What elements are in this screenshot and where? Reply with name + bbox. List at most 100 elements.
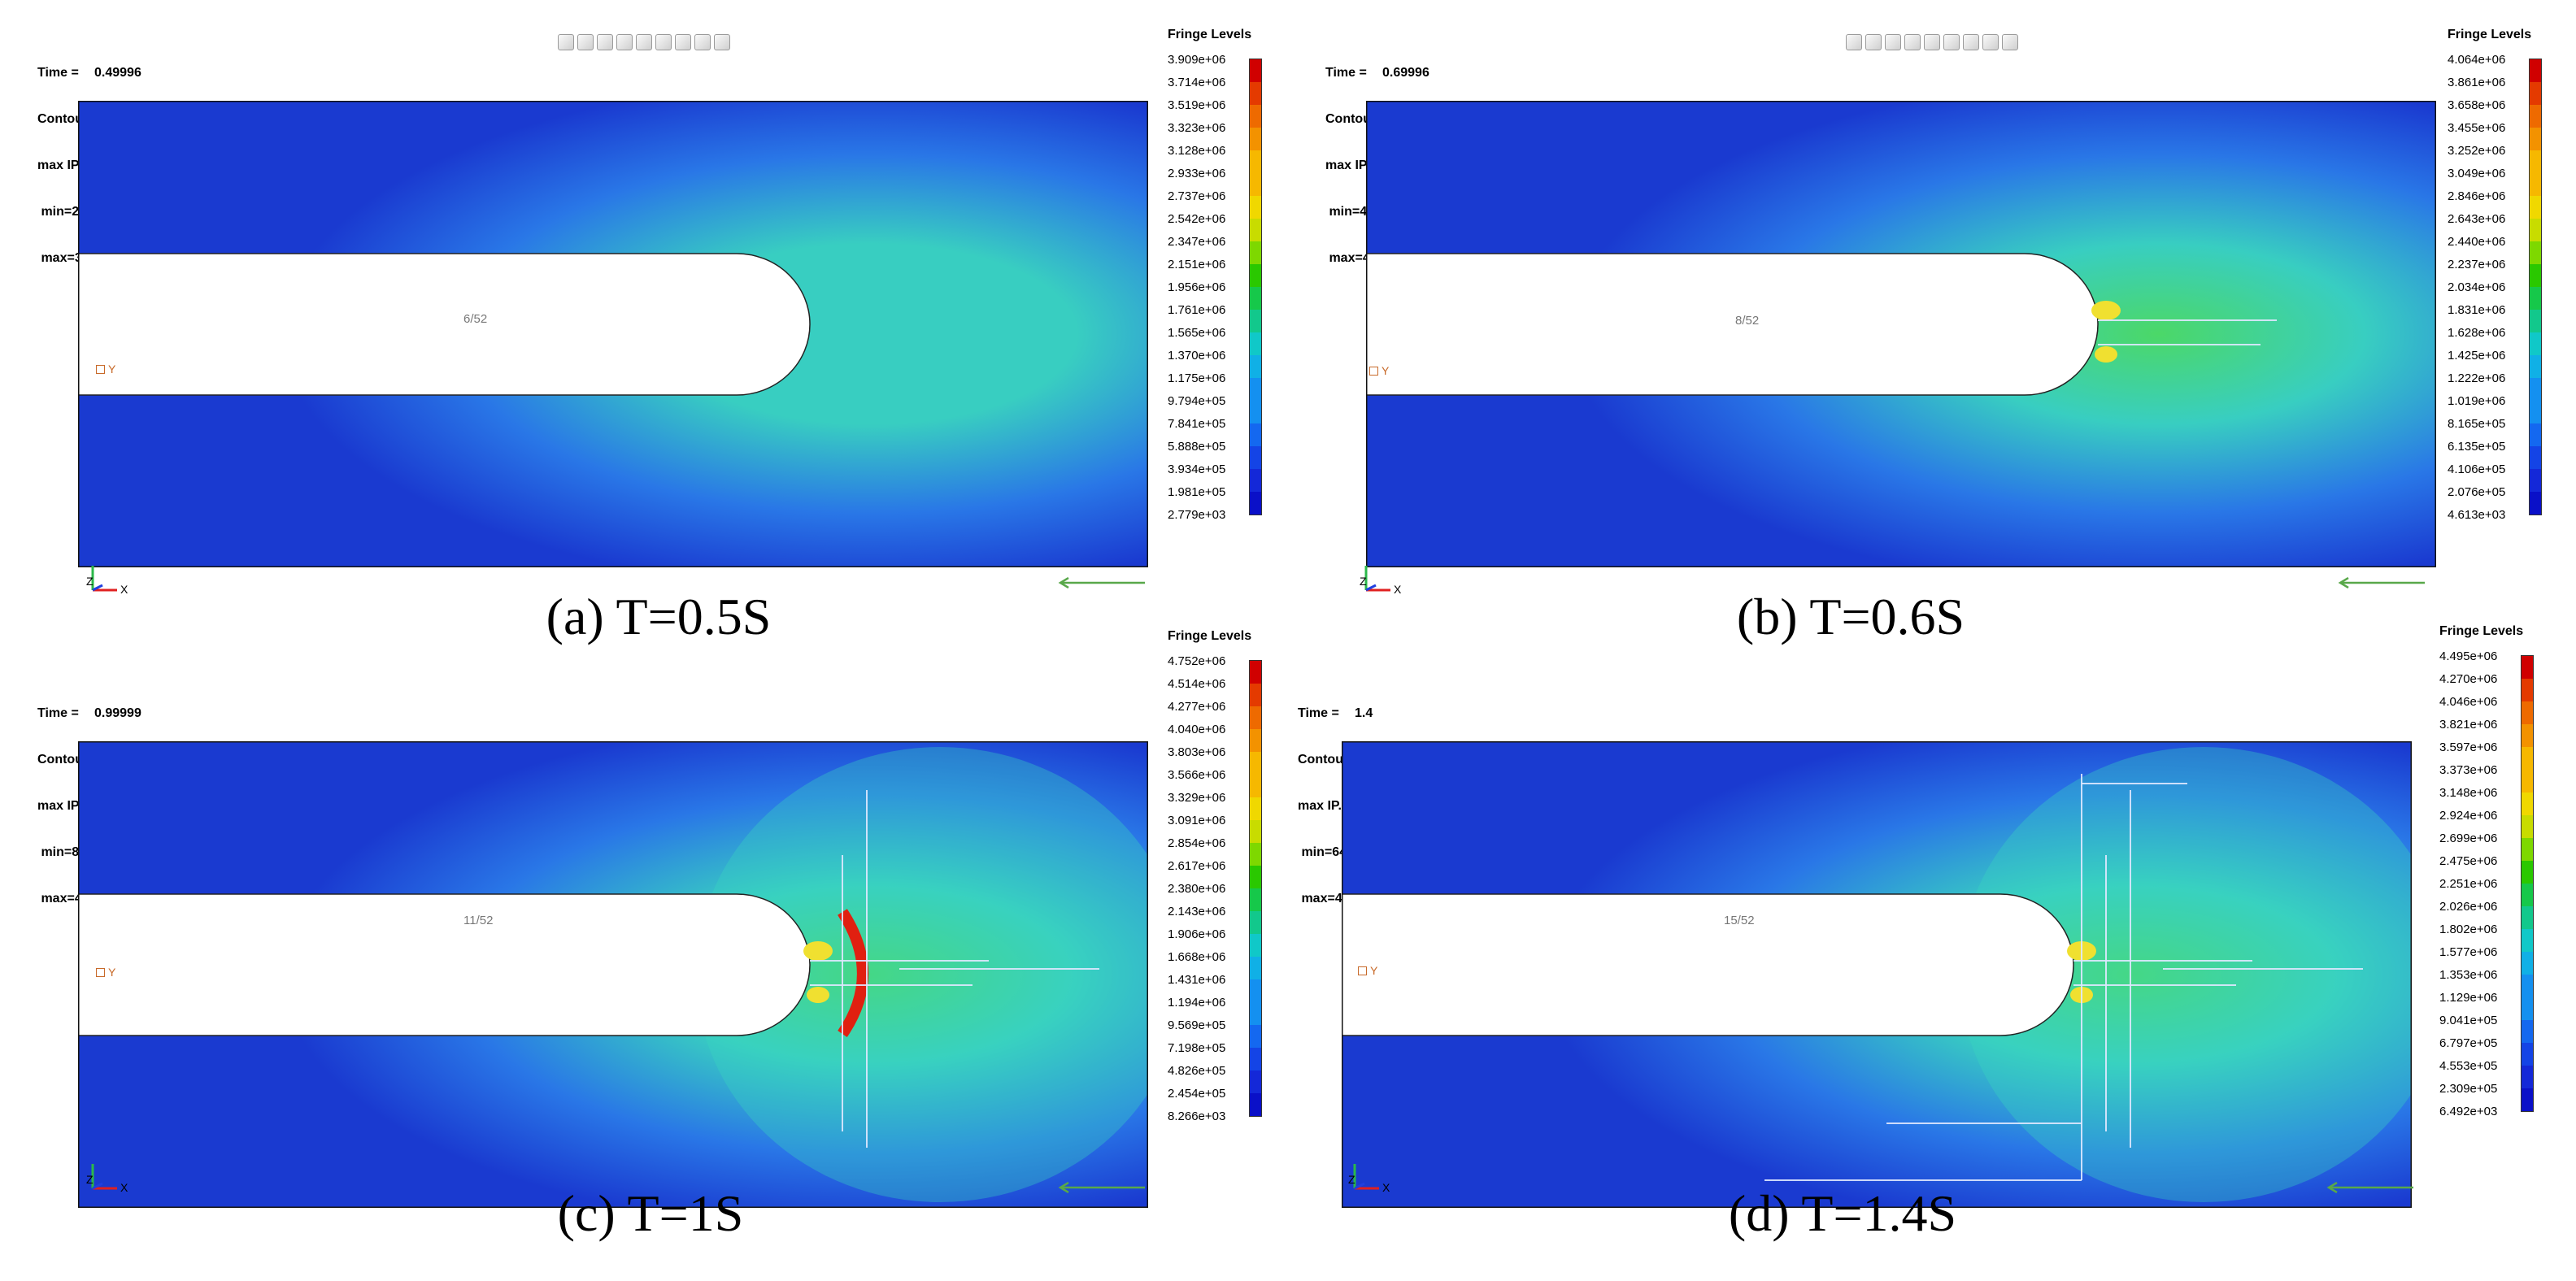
view-cube-icon[interactable]	[1846, 34, 1862, 50]
legend-color-segment	[1250, 105, 1261, 128]
view-cube-icon[interactable]	[597, 34, 613, 50]
legend-level: 2.454e+05	[1168, 1087, 1226, 1101]
legend-level: 3.323e+06	[1168, 121, 1226, 135]
legend-color-segment	[1250, 378, 1261, 401]
view-cube-icon[interactable]	[558, 34, 574, 50]
time-label: Time =	[1298, 706, 1339, 720]
view-cube-icon[interactable]	[655, 34, 672, 50]
view-cube-icon[interactable]	[1982, 34, 1999, 50]
legend-color-segment	[2530, 59, 2541, 82]
legend-title: Fringe Levels	[1168, 629, 1252, 643]
node-label: Y	[108, 363, 116, 376]
legend-color-segment	[2522, 952, 2533, 975]
frame-label: 11/52	[463, 914, 494, 927]
view-cube-icon[interactable]	[675, 34, 691, 50]
high-stress-spot	[803, 941, 833, 961]
node-square-icon	[96, 968, 105, 977]
view-cube-icon[interactable]	[2002, 34, 2018, 50]
peak-stress-arc	[838, 909, 868, 1037]
legend-colorbar	[2521, 655, 2534, 1112]
legend-color-segment	[1250, 1025, 1261, 1048]
legend-level: 5.888e+05	[1168, 440, 1226, 454]
legend-level: 1.565e+06	[1168, 326, 1226, 340]
legend-color-segment	[2530, 378, 2541, 401]
legend-level: 1.222e+06	[2448, 371, 2506, 385]
node-marker: Y	[1369, 364, 1389, 377]
view-cube-icon[interactable]	[1865, 34, 1882, 50]
legend-level: 2.440e+06	[2448, 235, 2506, 249]
legend-color-segment	[2522, 1088, 2533, 1111]
legend-level: 3.091e+06	[1168, 814, 1226, 827]
legend-color-segment	[2530, 173, 2541, 196]
axis-triad-icon: Z X	[86, 1164, 128, 1194]
legend-level: 2.779e+03	[1168, 508, 1226, 522]
stress-band	[1960, 747, 2412, 1202]
legend-color-segment	[2522, 929, 2533, 952]
legend-color-segment	[2530, 287, 2541, 310]
node-label: Y	[1370, 964, 1378, 977]
legend-color-segment	[1250, 888, 1261, 911]
legend-color-segment	[2522, 770, 2533, 792]
legend-color-segment	[1250, 423, 1261, 446]
view-cube-icon[interactable]	[694, 34, 711, 50]
legend-level: 2.237e+06	[2448, 258, 2506, 271]
node-marker: Y	[96, 966, 115, 979]
legend-color-segment	[2530, 219, 2541, 241]
node-marker: Y	[96, 363, 115, 376]
node-square-icon	[1358, 966, 1367, 975]
legend-level: 1.668e+06	[1168, 950, 1226, 964]
legend-level: 4.495e+06	[2439, 649, 2498, 663]
time-label: Time =	[37, 706, 79, 720]
view-cube-icon[interactable]	[1904, 34, 1921, 50]
axis-x-label: X	[1382, 1181, 1390, 1194]
legend-color-segment	[1250, 1093, 1261, 1116]
legend-color-segment	[1250, 911, 1261, 934]
view-cube-icon[interactable]	[636, 34, 652, 50]
legend-level: 1.802e+06	[2439, 923, 2498, 936]
legend-level: 9.569e+05	[1168, 1018, 1226, 1032]
view-cube-icon[interactable]	[1963, 34, 1979, 50]
legend-color-segment	[1250, 469, 1261, 492]
legend-color-segment	[2530, 423, 2541, 446]
legend-color-segment	[1250, 1070, 1261, 1093]
legend-color-segment	[2522, 997, 2533, 1020]
legend-color-segment	[2530, 310, 2541, 332]
legend-level: 1.370e+06	[1168, 349, 1226, 363]
panel-caption: (a) T=0.5S	[546, 588, 772, 645]
legend-color-segment	[2522, 884, 2533, 906]
legend-color-segment	[2522, 724, 2533, 747]
view-cube-icon[interactable]	[577, 34, 594, 50]
legend-level: 2.643e+06	[2448, 212, 2506, 226]
legend-level: 2.846e+06	[2448, 189, 2506, 203]
legend-level: 6.797e+05	[2439, 1036, 2498, 1050]
legend-color-segment	[1250, 684, 1261, 706]
panel-c: Time =0.99999 Contours of Effective Stre…	[0, 629, 1288, 1281]
legend-color-segment	[1250, 1048, 1261, 1070]
axis-triad-icon: Z X	[86, 566, 128, 596]
view-cube-icon[interactable]	[616, 34, 633, 50]
legend-level: 2.617e+06	[1168, 859, 1226, 873]
legend-color-segment	[2530, 196, 2541, 219]
legend-color-segment	[1250, 934, 1261, 957]
direction-arrow-icon	[1058, 1182, 1145, 1193]
legend-colorbar	[1249, 59, 1262, 515]
view-cube-icon[interactable]	[1885, 34, 1901, 50]
direction-arrow-icon	[2338, 577, 2425, 588]
legend-color-segment	[1250, 957, 1261, 979]
model-outline	[1366, 101, 2436, 567]
legend-color-segment	[2522, 679, 2533, 701]
legend-color-segment	[2522, 1043, 2533, 1066]
legend-level: 4.613e+03	[2448, 508, 2506, 522]
legend-color-segment	[1250, 241, 1261, 264]
legend-color-segment	[2522, 1020, 2533, 1043]
view-cube-icon[interactable]	[714, 34, 730, 50]
view-cube-icon[interactable]	[1924, 34, 1940, 50]
legend-level: 2.347e+06	[1168, 235, 1226, 249]
legend-title: Fringe Levels	[1168, 28, 1252, 41]
legend-level: 6.492e+03	[2439, 1105, 2498, 1118]
legend-labels: 4.495e+06 4.270e+06 4.046e+06 3.821e+06 3.59…	[2439, 645, 2521, 1123]
axis-triad: Z X	[85, 561, 141, 601]
legend-level: 7.841e+05	[1168, 417, 1226, 431]
high-stress-spot	[2091, 301, 2121, 320]
view-cube-icon[interactable]	[1943, 34, 1960, 50]
